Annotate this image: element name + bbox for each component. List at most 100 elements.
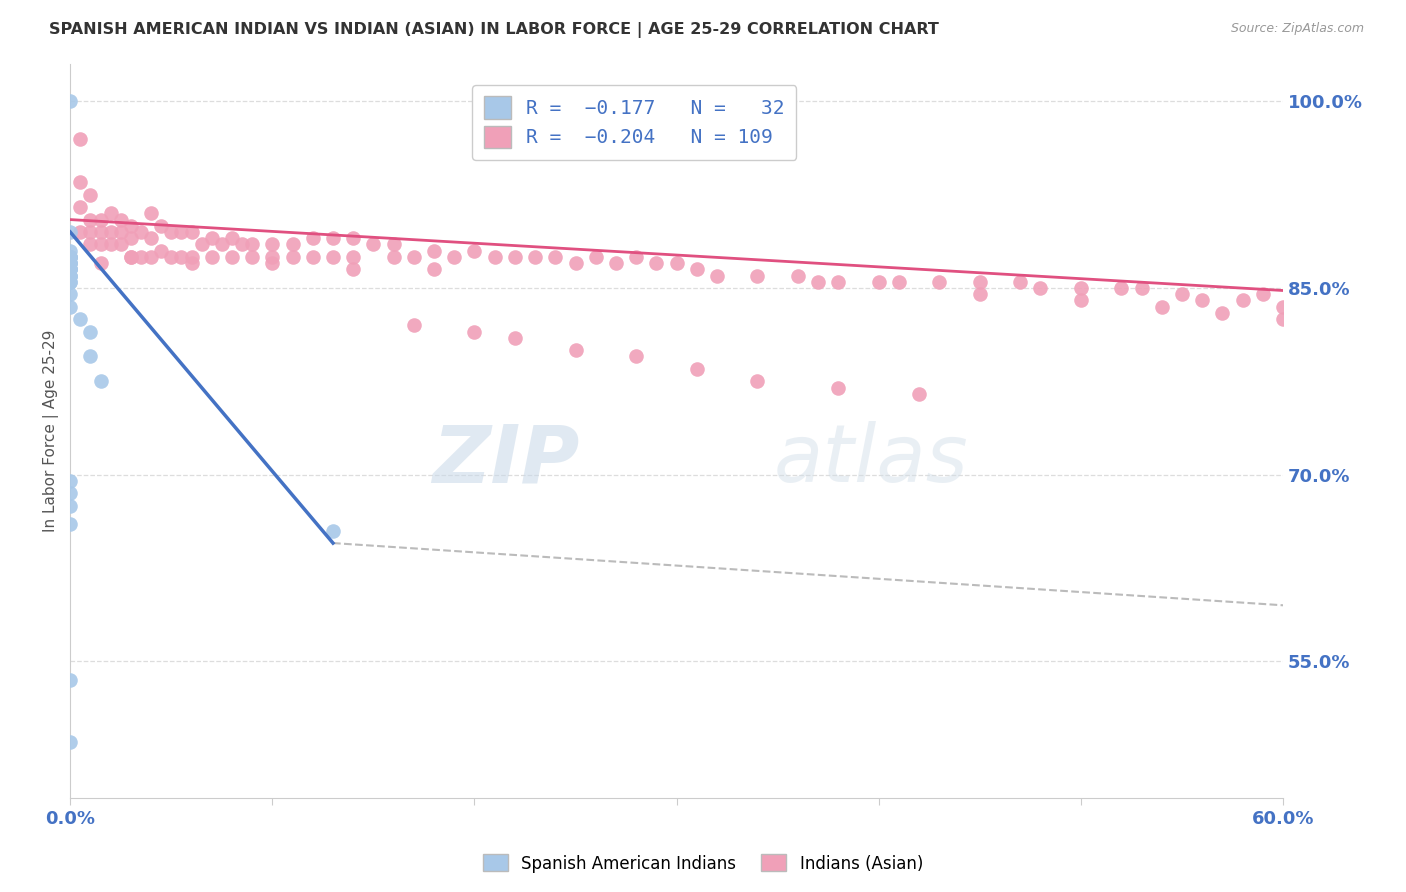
Point bbox=[706, 268, 728, 283]
Point bbox=[59, 262, 82, 277]
Point bbox=[969, 287, 991, 301]
Point bbox=[59, 244, 82, 258]
Point bbox=[645, 256, 668, 270]
Point bbox=[342, 231, 364, 245]
Point bbox=[69, 312, 91, 326]
Point bbox=[170, 250, 193, 264]
Point bbox=[240, 250, 263, 264]
Point bbox=[524, 250, 547, 264]
Point bbox=[827, 275, 849, 289]
Text: ZIP: ZIP bbox=[432, 421, 579, 500]
Point bbox=[1150, 300, 1173, 314]
Point bbox=[69, 132, 91, 146]
Point bbox=[90, 256, 112, 270]
Point bbox=[59, 275, 82, 289]
Point bbox=[160, 250, 183, 264]
Point bbox=[79, 212, 101, 227]
Point bbox=[624, 250, 647, 264]
Point bbox=[59, 250, 82, 264]
Point bbox=[79, 350, 101, 364]
Point bbox=[382, 237, 405, 252]
Point bbox=[79, 325, 101, 339]
Point bbox=[211, 237, 233, 252]
Point bbox=[129, 250, 152, 264]
Point bbox=[90, 374, 112, 388]
Point bbox=[1171, 287, 1194, 301]
Point bbox=[1251, 287, 1274, 301]
Point bbox=[110, 237, 132, 252]
Point bbox=[686, 362, 709, 376]
Point bbox=[1010, 275, 1032, 289]
Point bbox=[1272, 300, 1295, 314]
Point bbox=[59, 256, 82, 270]
Point bbox=[221, 250, 243, 264]
Point bbox=[69, 225, 91, 239]
Point bbox=[503, 331, 526, 345]
Point bbox=[59, 287, 82, 301]
Point bbox=[1070, 293, 1092, 308]
Point bbox=[69, 175, 91, 189]
Text: atlas: atlas bbox=[773, 421, 969, 500]
Point bbox=[342, 250, 364, 264]
Point bbox=[90, 225, 112, 239]
Point bbox=[544, 250, 567, 264]
Point bbox=[59, 250, 82, 264]
Point bbox=[69, 200, 91, 214]
Point bbox=[59, 256, 82, 270]
Point bbox=[262, 250, 284, 264]
Point bbox=[221, 231, 243, 245]
Point bbox=[59, 268, 82, 283]
Point bbox=[59, 517, 82, 532]
Point bbox=[139, 231, 162, 245]
Point bbox=[1111, 281, 1133, 295]
Point bbox=[59, 673, 82, 687]
Point bbox=[79, 237, 101, 252]
Point bbox=[624, 350, 647, 364]
Point bbox=[110, 225, 132, 239]
Point bbox=[423, 262, 446, 277]
Point bbox=[59, 486, 82, 500]
Point bbox=[110, 212, 132, 227]
Point bbox=[463, 244, 485, 258]
Point bbox=[59, 268, 82, 283]
Point bbox=[868, 275, 890, 289]
Point bbox=[150, 219, 173, 233]
Point bbox=[79, 187, 101, 202]
Point bbox=[120, 219, 142, 233]
Point bbox=[100, 225, 122, 239]
Point bbox=[100, 237, 122, 252]
Y-axis label: In Labor Force | Age 25-29: In Labor Force | Age 25-29 bbox=[44, 330, 59, 533]
Point bbox=[90, 237, 112, 252]
Point bbox=[1191, 293, 1213, 308]
Text: Source: ZipAtlas.com: Source: ZipAtlas.com bbox=[1230, 22, 1364, 36]
Point bbox=[59, 262, 82, 277]
Point bbox=[160, 225, 183, 239]
Point bbox=[231, 237, 253, 252]
Point bbox=[170, 225, 193, 239]
Point bbox=[139, 206, 162, 220]
Point bbox=[262, 237, 284, 252]
Text: SPANISH AMERICAN INDIAN VS INDIAN (ASIAN) IN LABOR FORCE | AGE 25-29 CORRELATION: SPANISH AMERICAN INDIAN VS INDIAN (ASIAN… bbox=[49, 22, 939, 38]
Point bbox=[503, 250, 526, 264]
Point bbox=[322, 250, 344, 264]
Point bbox=[786, 268, 808, 283]
Point bbox=[908, 386, 931, 401]
Point bbox=[139, 250, 162, 264]
Point bbox=[120, 250, 142, 264]
Point bbox=[342, 262, 364, 277]
Point bbox=[59, 268, 82, 283]
Point bbox=[322, 231, 344, 245]
Point bbox=[585, 250, 607, 264]
Point bbox=[129, 225, 152, 239]
Point bbox=[402, 250, 425, 264]
Point bbox=[1211, 306, 1233, 320]
Point bbox=[120, 231, 142, 245]
Point bbox=[240, 237, 263, 252]
Point bbox=[322, 524, 344, 538]
Point bbox=[686, 262, 709, 277]
Point bbox=[262, 256, 284, 270]
Point bbox=[564, 343, 586, 358]
Point bbox=[1029, 281, 1052, 295]
Point bbox=[59, 735, 82, 749]
Point bbox=[1130, 281, 1153, 295]
